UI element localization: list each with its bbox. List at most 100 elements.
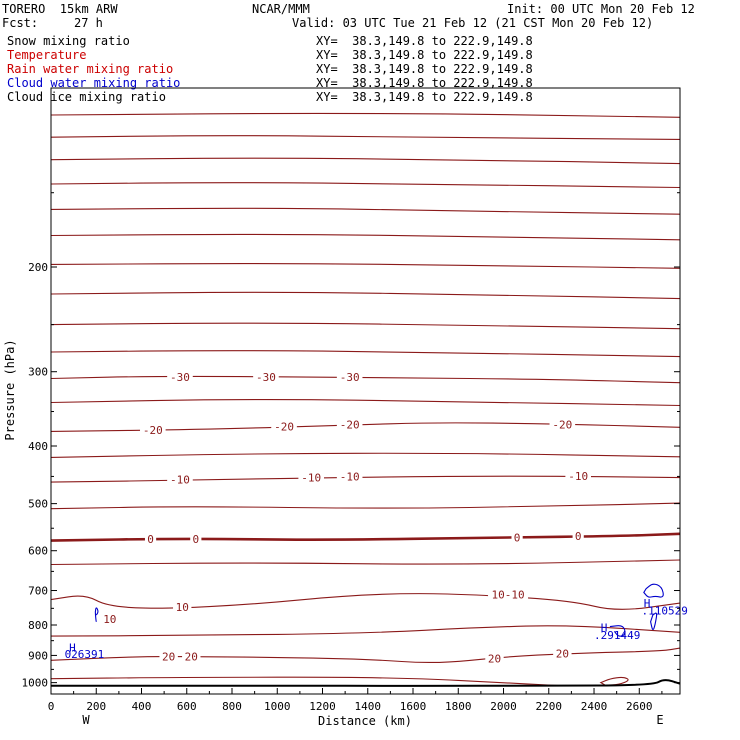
isotherm-line bbox=[50, 291, 681, 300]
isotherm-label: 0 bbox=[147, 533, 154, 546]
x-tick-label: 200 bbox=[86, 700, 106, 713]
isotherm-line bbox=[50, 322, 681, 330]
x-tick-label: 2200 bbox=[536, 700, 563, 713]
isotherm-label: 20 bbox=[185, 651, 198, 664]
field-temperature: Temperature bbox=[7, 48, 87, 62]
contour-label-bg bbox=[511, 531, 523, 544]
y-tick-label: 700 bbox=[28, 585, 48, 598]
field-rain: Rain water mixing ratio bbox=[7, 62, 174, 76]
isotherm-label: -10 bbox=[170, 473, 190, 486]
contour-label-bg bbox=[572, 530, 584, 543]
isotherm-label: -20 bbox=[552, 418, 572, 431]
isotherm-label: 10 bbox=[176, 601, 189, 614]
y-axis-label: Pressure (hPa) bbox=[3, 339, 17, 440]
header-run: TORERO 15km ARW bbox=[2, 2, 118, 16]
contour-label-bg bbox=[173, 600, 192, 613]
isotherm-label: 0 bbox=[575, 530, 582, 543]
isotherm-label: -10 bbox=[340, 470, 360, 483]
x-tick-label: 2600 bbox=[626, 700, 653, 713]
isotherm-line bbox=[50, 233, 681, 241]
contour-label-layer: -30 -30 -30 -20 -20 -20 -20 -10 -10 -10 -10 0 0 0 0 10 1… bbox=[65, 370, 688, 665]
cloud-water-layer bbox=[94, 583, 664, 637]
isotherm-line bbox=[50, 676, 561, 687]
contour-label-bg bbox=[140, 424, 166, 437]
field-snow: Snow mixing ratio bbox=[7, 34, 130, 48]
isotherm-label: -10 bbox=[568, 470, 588, 483]
isotherm-label: 20 bbox=[162, 651, 175, 664]
x-axis-label: Distance (km) bbox=[318, 714, 412, 728]
x-axis-east: E bbox=[656, 713, 663, 727]
isotherm-label: 0 bbox=[514, 531, 521, 544]
terrain-line bbox=[50, 679, 681, 687]
header-fcst-label: Fcst: bbox=[2, 16, 39, 30]
isotherm-line bbox=[50, 375, 681, 384]
field-cloud-ice-xy: XY= 38.3,149.8 to 222.9,149.8 bbox=[316, 90, 533, 104]
isotherm-line bbox=[50, 112, 681, 118]
isotherm-line bbox=[50, 559, 681, 566]
terrain-layer bbox=[50, 679, 681, 687]
contour-label-bg bbox=[298, 471, 324, 484]
x-tick-label: 1800 bbox=[445, 700, 472, 713]
isotherm-line bbox=[50, 625, 681, 637]
axes-layer: 0 200 400 600 800 1000 1200 1400 1600 1800 2000 220… bbox=[22, 192, 680, 713]
x-tick-label: 600 bbox=[177, 700, 197, 713]
cloud-water-high-label: .110529 bbox=[642, 604, 688, 617]
y-tick-label: 900 bbox=[28, 649, 48, 662]
isotherm-line bbox=[50, 263, 681, 269]
contour-label-bg bbox=[167, 370, 193, 383]
isotherm-line bbox=[50, 207, 681, 215]
field-snow-xy: XY= 38.3,149.8 to 222.9,149.8 bbox=[316, 34, 533, 48]
header-valid: Valid: 03 UTC Tue 21 Feb 12 (21 CST Mon … bbox=[292, 16, 654, 30]
isotherm-label: -10 bbox=[301, 472, 321, 485]
contour-label-bg bbox=[553, 647, 572, 660]
isotherm-line bbox=[50, 135, 681, 140]
header-fcst-value: 27 h bbox=[74, 16, 103, 30]
cloud-water-high-label: H bbox=[644, 597, 651, 610]
isotherm-label: 10-10 bbox=[491, 589, 524, 602]
isotherm-line bbox=[50, 182, 681, 189]
contour-label-bg bbox=[549, 418, 576, 431]
x-tick-label: 1200 bbox=[309, 700, 336, 713]
cloud-water-high-label: H bbox=[601, 622, 608, 635]
x-tick-label: 400 bbox=[132, 700, 152, 713]
isotherm-line bbox=[50, 532, 681, 542]
isotherm-label: -20 bbox=[340, 418, 360, 431]
isotherm-label: -30 bbox=[340, 371, 360, 384]
y-tick-label: 300 bbox=[28, 366, 48, 379]
isotherm-label: -20 bbox=[274, 421, 294, 434]
x-axis-west: W bbox=[82, 713, 90, 727]
isotherm-line bbox=[50, 398, 681, 407]
isotherm-label: -30 bbox=[170, 371, 190, 384]
isotherm-line bbox=[50, 452, 681, 458]
field-cloud-water: Cloud water mixing ratio bbox=[7, 76, 181, 90]
header-init: Init: 00 UTC Mon 20 Feb 12 bbox=[507, 2, 695, 16]
contour-label-bg bbox=[336, 370, 363, 383]
contour-label-bg bbox=[485, 652, 504, 665]
cloud-water-contour bbox=[650, 612, 658, 631]
isotherm-line bbox=[50, 157, 681, 165]
contour-label-bg bbox=[336, 470, 363, 483]
y-tick-label: 600 bbox=[28, 545, 48, 558]
isotherm-line bbox=[50, 502, 681, 510]
field-cloud-water-xy: XY= 38.3,149.8 to 222.9,149.8 bbox=[316, 76, 533, 90]
x-tick-label: 1600 bbox=[400, 700, 427, 713]
cloud-water-high-label: .291449 bbox=[594, 629, 640, 642]
x-tick-label: 2000 bbox=[490, 700, 517, 713]
rain-water-contour bbox=[599, 676, 629, 686]
y-tick-label: 400 bbox=[28, 440, 48, 453]
x-tick-label: 0 bbox=[48, 700, 55, 713]
x-tick-label: 1400 bbox=[355, 700, 382, 713]
y-tick-label: 800 bbox=[28, 619, 48, 632]
contour-label-bg bbox=[336, 418, 363, 431]
y-tick-label: 1000 bbox=[22, 677, 49, 690]
isotherm-label: 10 bbox=[103, 613, 116, 626]
isotherm-line bbox=[50, 593, 681, 610]
contour-label-bg bbox=[100, 613, 120, 626]
cloud-water-high-label: 026391 bbox=[65, 648, 105, 661]
isotherm-line bbox=[50, 647, 681, 664]
y-tick-label: 200 bbox=[28, 261, 48, 274]
contour-label-bg bbox=[565, 469, 591, 482]
field-temperature-xy: XY= 38.3,149.8 to 222.9,149.8 bbox=[316, 48, 533, 62]
contour-label-bg bbox=[488, 588, 529, 601]
cloud-water-high-label: H bbox=[69, 641, 76, 654]
